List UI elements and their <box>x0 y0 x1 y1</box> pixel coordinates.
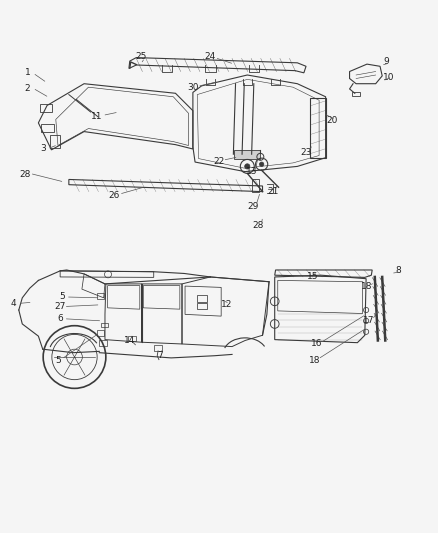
Text: 20: 20 <box>326 116 338 125</box>
Text: 12: 12 <box>221 300 233 309</box>
Bar <box>234 150 260 158</box>
Bar <box>197 303 207 309</box>
Bar <box>99 341 107 346</box>
Text: 11: 11 <box>92 112 103 121</box>
Text: 29: 29 <box>247 202 258 211</box>
Text: 5: 5 <box>55 356 61 365</box>
Text: 17: 17 <box>364 317 375 326</box>
Bar <box>50 135 60 148</box>
Text: 2: 2 <box>25 84 30 93</box>
Bar <box>97 293 104 299</box>
Text: 23: 23 <box>300 148 312 157</box>
Bar <box>128 336 136 341</box>
Text: 21: 21 <box>268 187 279 196</box>
Text: 5: 5 <box>60 292 65 301</box>
Text: 16: 16 <box>311 340 323 349</box>
Text: 7: 7 <box>157 351 163 360</box>
Text: 30: 30 <box>187 83 199 92</box>
Bar <box>352 92 360 96</box>
Bar <box>97 329 104 336</box>
Text: 27: 27 <box>54 302 66 311</box>
Text: 1: 1 <box>25 68 30 77</box>
Text: 4: 4 <box>11 299 16 308</box>
Text: 13: 13 <box>246 167 258 176</box>
Text: 6: 6 <box>57 314 63 323</box>
Circle shape <box>245 164 250 169</box>
Bar <box>252 180 259 192</box>
Text: 10: 10 <box>383 72 395 82</box>
Text: 9: 9 <box>384 58 389 67</box>
Text: 14: 14 <box>124 336 135 345</box>
Text: 26: 26 <box>109 191 120 200</box>
Bar <box>197 295 207 302</box>
Text: 3: 3 <box>40 144 46 154</box>
Text: 28: 28 <box>252 221 264 230</box>
Text: 15: 15 <box>307 272 318 280</box>
Text: 22: 22 <box>213 157 225 166</box>
Text: 25: 25 <box>135 52 146 61</box>
Bar <box>102 323 108 327</box>
Bar <box>154 345 162 351</box>
Text: 18: 18 <box>361 281 373 290</box>
Text: 8: 8 <box>396 266 401 276</box>
Text: 28: 28 <box>20 169 31 179</box>
Text: 24: 24 <box>205 52 216 61</box>
Circle shape <box>259 162 264 166</box>
Text: 18: 18 <box>309 356 321 365</box>
